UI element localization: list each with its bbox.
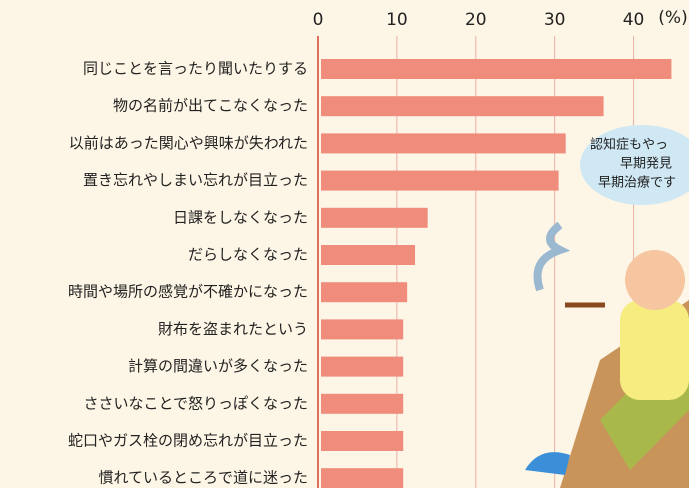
slipper	[525, 452, 570, 475]
x-tick-label: 10	[386, 10, 408, 30]
bar	[321, 170, 559, 191]
smoke	[533, 221, 571, 292]
x-tick-label: 0	[313, 10, 324, 30]
y-tick-label: 財布を盗まれたという	[158, 320, 308, 338]
x-tick-label: 20	[465, 10, 487, 30]
y-tick-label: 置き忘れやしまい忘れが目立った	[83, 171, 308, 189]
annotation-text: 早期治療です	[598, 176, 676, 191]
bar	[321, 468, 404, 488]
head	[625, 250, 685, 310]
annotation-text: 認知症もやっ	[590, 137, 668, 153]
y-tick-label: 日課をしなくなった	[173, 208, 308, 226]
bar	[321, 431, 404, 451]
x-tick-label: 40	[623, 10, 645, 30]
y-tick-label: 以前はあった関心や興味が失われた	[69, 134, 308, 152]
y-tick-label: 計算の間違いが多くなった	[128, 357, 308, 375]
x-tick-label: 30	[544, 10, 566, 30]
bar	[321, 96, 604, 117]
bar	[321, 133, 566, 154]
bar	[321, 356, 404, 377]
illustration	[525, 125, 689, 488]
annotation-text: 早期発見	[620, 157, 672, 172]
unit-label: (%)	[658, 8, 687, 28]
y-tick-label: ささいなことで怒りっぽくなった	[83, 394, 308, 412]
y-tick-label: だらしなくなった	[188, 246, 308, 264]
y-tick-label: 慣れているところで道に迷った	[98, 469, 308, 487]
bar	[321, 59, 672, 79]
bar	[321, 393, 404, 414]
y-tick-label: 同じことを言ったり聞いたりする	[83, 60, 308, 78]
bar	[321, 282, 408, 303]
bar	[321, 207, 428, 228]
y-tick-label: 蛇口やガス栓の閉め忘れが目立った	[68, 432, 308, 450]
y-tick-label: 物の名前が出てこなくなった	[113, 97, 308, 115]
y-tick-label: 時間や場所の感覚が不確かになった	[68, 283, 308, 301]
bars	[321, 59, 672, 488]
vest	[620, 300, 689, 400]
speech-bubble	[580, 125, 689, 205]
bar	[321, 319, 404, 340]
bar	[321, 245, 416, 265]
